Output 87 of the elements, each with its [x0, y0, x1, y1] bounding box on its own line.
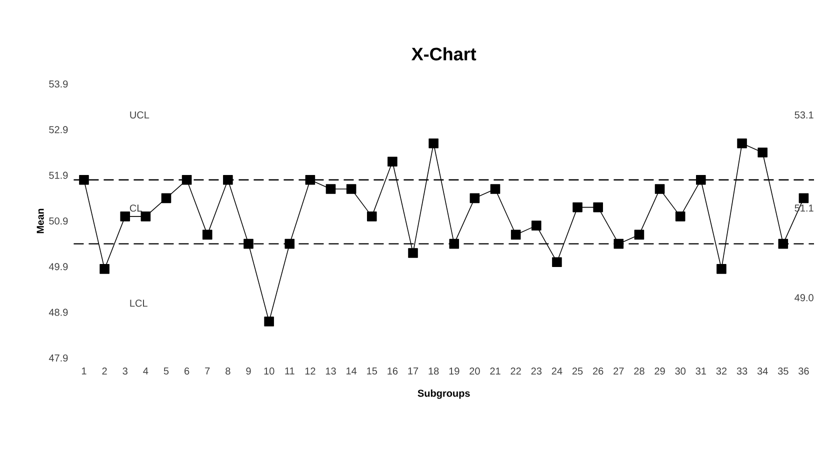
x-axis-title: Subgroups	[418, 389, 470, 399]
point	[346, 184, 356, 194]
point	[675, 212, 686, 222]
x-tick-label: 11	[285, 368, 294, 374]
point	[490, 184, 500, 194]
x-tick-label: 9	[246, 368, 251, 375]
y-axis-title: Mean	[36, 208, 44, 234]
annotation: UCL	[130, 111, 150, 118]
point	[79, 175, 89, 185]
y-tick-label: 50.9	[49, 217, 68, 225]
x-tick-label: 21	[490, 368, 500, 375]
x-tick-label: 23	[531, 368, 542, 375]
point	[634, 230, 644, 240]
point	[161, 193, 172, 204]
point	[552, 257, 562, 268]
x-tick-label: 4	[143, 368, 148, 374]
x-tick-label: 24	[552, 368, 562, 375]
x-tick-label: 32	[716, 368, 727, 375]
x-tick-label: 36	[798, 368, 809, 375]
x-tick-label: 18	[428, 368, 439, 375]
x-tick-label: 14	[346, 368, 357, 374]
x-tick-label: 35	[778, 368, 788, 375]
x-tick-label: 29	[654, 368, 665, 375]
point	[326, 184, 336, 194]
x-tick-label: 19	[449, 368, 460, 375]
point	[531, 220, 542, 230]
point	[120, 212, 130, 222]
point	[510, 230, 521, 240]
x-tick-label: 34	[757, 368, 768, 375]
annotation: 49.0	[794, 294, 814, 302]
x-tick-label: 26	[593, 368, 604, 375]
point	[654, 184, 665, 194]
y-tick-label: 53.9	[49, 80, 68, 88]
x-tick-label: 15	[367, 368, 378, 375]
point	[428, 138, 438, 148]
y-tick-label: 48.9	[48, 308, 68, 316]
x-tick-label: 12	[305, 368, 316, 375]
x-tick-label: 22	[510, 368, 521, 375]
x-tick-label: 16	[388, 368, 398, 375]
point	[798, 193, 809, 204]
annotation: 53.1	[794, 111, 814, 118]
point	[100, 264, 110, 274]
x-tick-label: 31	[696, 368, 706, 375]
point	[264, 316, 274, 326]
chart-title: X-Chart	[412, 47, 476, 60]
point	[305, 175, 316, 185]
y-tick-label: 47.9	[48, 354, 68, 362]
x-tick-label: 30	[675, 368, 686, 375]
x-tick-label: 6	[184, 368, 190, 375]
x-tick-label: 2	[102, 368, 107, 375]
x-tick-label: 5	[164, 368, 169, 375]
x-tick-label: 28	[634, 368, 644, 375]
point	[470, 193, 480, 204]
point	[593, 202, 603, 212]
x-tick-label: 13	[326, 368, 336, 375]
x-tick-label: 25	[572, 368, 583, 375]
point	[140, 212, 151, 222]
x-tick-label: 33	[736, 368, 748, 375]
y-tick-label: 51.9	[49, 172, 68, 179]
x-tick-label: 27	[614, 368, 624, 375]
point	[737, 138, 747, 148]
point	[388, 156, 398, 167]
point	[366, 212, 377, 222]
point	[244, 238, 254, 249]
x-tick-label: 7	[205, 368, 210, 374]
point	[696, 175, 706, 185]
point	[449, 238, 460, 249]
x-tick-label: 17	[408, 368, 418, 374]
point	[202, 230, 212, 240]
x-tick-label: 20	[470, 368, 480, 375]
point	[778, 238, 788, 249]
x-tick-label: 10	[264, 368, 274, 375]
annotation: CL	[130, 204, 142, 212]
x-tick-label: 3	[122, 368, 128, 375]
point	[716, 264, 726, 274]
x-tick-label: 8	[226, 368, 230, 375]
annotation: LCL	[130, 300, 148, 307]
y-tick-label: 49.9	[48, 263, 68, 270]
point	[284, 238, 295, 249]
x-tick-label: 1	[82, 368, 86, 374]
point	[408, 248, 418, 258]
point	[614, 238, 624, 249]
point	[572, 202, 582, 212]
point	[758, 148, 768, 158]
point	[182, 175, 192, 185]
point	[223, 175, 233, 185]
y-tick-label: 52.9	[49, 126, 68, 134]
